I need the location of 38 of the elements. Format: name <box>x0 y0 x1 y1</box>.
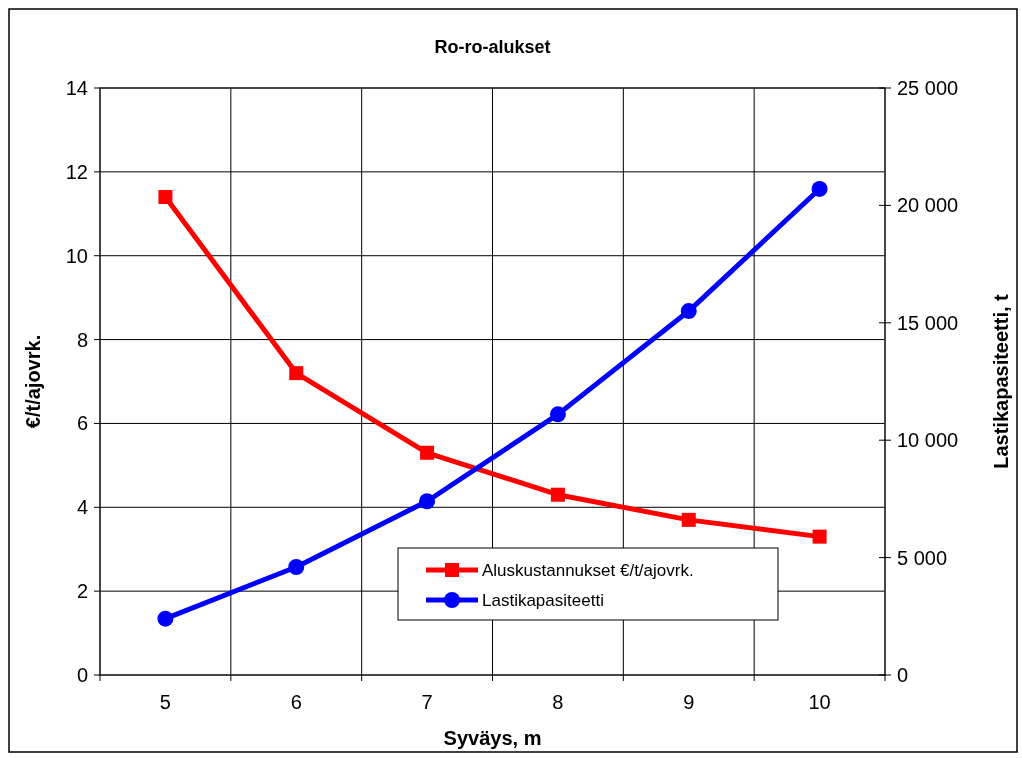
y2-axis-title: Lastikapasiteetti, t <box>990 293 1012 469</box>
point <box>289 366 304 381</box>
y-tick-label: 6 <box>76 412 88 435</box>
point <box>680 303 697 320</box>
y2-tick-label: 10 000 <box>897 429 959 452</box>
y2-tick-label: 0 <box>897 664 909 686</box>
point <box>157 610 174 627</box>
legend-label: Aluskustannukset €/t/ajovrk. <box>482 560 694 580</box>
point <box>419 493 436 510</box>
x-tick-label: 7 <box>421 691 433 713</box>
point <box>158 190 173 205</box>
y2-tick-label: 25 000 <box>897 77 959 99</box>
point <box>549 406 566 423</box>
x-axis-title: Syväys, m <box>443 727 542 749</box>
x-tick-label: 10 <box>808 691 831 713</box>
point <box>288 558 305 575</box>
legend-label: Lastikapasiteetti <box>482 590 604 610</box>
y-tick-label: 2 <box>76 580 88 603</box>
x-tick-label: 9 <box>683 691 695 713</box>
y-tick-label: 8 <box>76 328 88 351</box>
y2-tick-label: 15 000 <box>897 311 959 334</box>
y2-tick-label: 5 000 <box>897 546 948 569</box>
x-tick-label: 6 <box>290 691 302 713</box>
x-tick-label: 5 <box>159 691 171 713</box>
y-axis-title: €/t/ajovrk. <box>22 334 44 429</box>
chart-title: Ro-ro-alukset <box>434 37 551 57</box>
y-tick-label: 10 <box>65 244 88 267</box>
y-tick-label: 14 <box>65 77 88 99</box>
point <box>550 487 565 502</box>
y-tick-label: 4 <box>76 496 88 519</box>
x-tick-label: 8 <box>552 691 564 713</box>
point <box>811 180 828 197</box>
y-tick-label: 12 <box>65 160 88 183</box>
point <box>681 512 696 527</box>
y-tick-label: 0 <box>76 664 88 686</box>
y2-tick-label: 20 000 <box>897 194 959 217</box>
point <box>812 529 827 544</box>
point <box>420 445 435 460</box>
